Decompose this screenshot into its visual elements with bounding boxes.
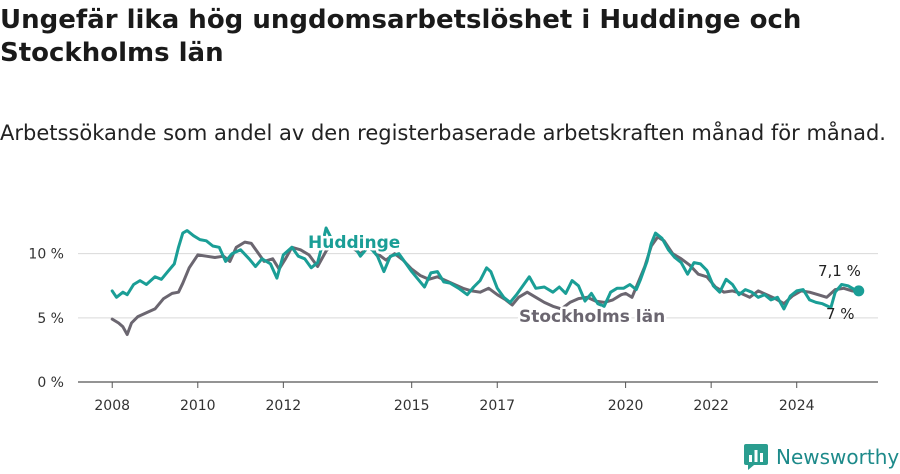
end-label-stockholms-lan: 7 % [826, 305, 855, 323]
y-tick-label: 0 % [37, 375, 64, 391]
series-label-huddinge-halo: Huddinge [308, 233, 400, 253]
series-line-stockholms-l-n [110, 235, 861, 336]
x-tick-label: 2010 [180, 398, 216, 414]
end-label-huddinge: 7,1 % [818, 262, 861, 280]
chart-subtitle: Arbetssökande som andel av den registerb… [0, 121, 886, 145]
newsworthy-logo-icon [744, 444, 768, 470]
y-tick-label: 10 % [28, 247, 64, 263]
y-tick-label: 5 % [37, 311, 64, 327]
x-tick-label: 2015 [394, 398, 430, 414]
x-tick-label: 2017 [479, 398, 515, 414]
brand: Newsworthy [744, 442, 899, 472]
series-line-huddinge [110, 226, 861, 311]
x-tick-label: 2022 [693, 398, 729, 414]
x-tick-label: 2012 [266, 398, 302, 414]
brand-name: Newsworthy [776, 445, 900, 469]
endpoint-dot-huddinge [853, 285, 865, 297]
x-tick-label: 2024 [779, 398, 815, 414]
x-tick-label: 2008 [94, 398, 130, 414]
series-label-stockholms-lan-halo: Stockholms län [519, 307, 665, 327]
chart-title: Ungefär lika hög ungdomsarbetslöshet i H… [0, 5, 802, 68]
series-lines [110, 226, 865, 336]
series-label-huddinge: Huddinge [308, 233, 400, 253]
axes: 0 % 5 % 10 % 2008 2010 2012 2015 2017 2020 2022 20… [28, 247, 878, 414]
gridlines [78, 253, 878, 319]
series-label-stockholms-lan: Stockholms län [519, 307, 665, 327]
x-tick-label: 2020 [608, 398, 644, 414]
